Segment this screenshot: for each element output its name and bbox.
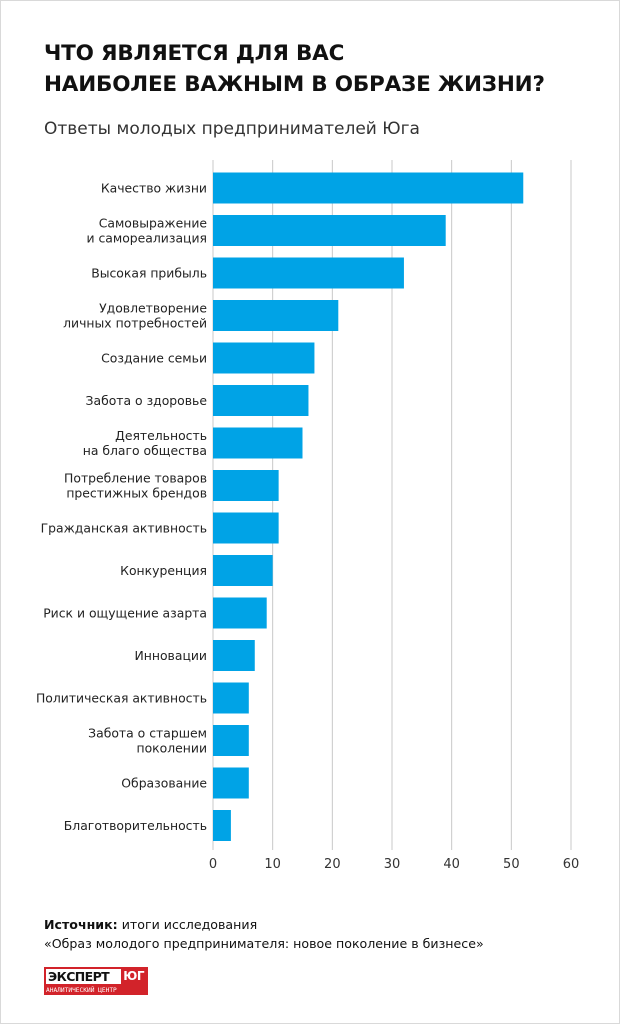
source-note: Источник: итоги исследования «Образ моло… — [44, 915, 604, 953]
bar-14 — [213, 767, 249, 799]
bar-7 — [213, 470, 279, 501]
category-label-9: Конкуренция — [120, 563, 207, 578]
category-label-13-line-0: Забота о старшем — [88, 726, 207, 741]
title-line-2: НАИБОЛЕЕ ВАЖНЫМ В ОБРАЗЕ ЖИЗНИ? — [44, 72, 545, 97]
category-label-14: Образование — [121, 776, 207, 791]
logo-top: ЭКСПЕРТ ЮГ — [44, 967, 148, 986]
bar-11 — [213, 640, 255, 671]
source-label: Источник: — [44, 917, 118, 932]
bar-chart: Качество жизни Самовыражение и самореализа… — [36, 160, 579, 872]
category-label-10-line-0: Риск и ощущение азарта — [43, 606, 207, 621]
bar-3 — [213, 300, 339, 331]
bar-15 — [213, 810, 231, 841]
category-label-3: Удовлетворение личных потребностей — [63, 301, 207, 331]
source-line-2: «Образ молодого предпринимателя: новое п… — [44, 936, 484, 951]
category-label-1-line-1: и самореализация — [86, 231, 207, 246]
category-label-15-line-0: Благотворительность — [64, 818, 207, 833]
category-label-15: Благотворительность — [64, 818, 207, 833]
category-label-5: Забота о здоровье — [86, 393, 207, 408]
logo-brand: ЭКСПЕРТ — [46, 969, 122, 984]
category-label-5-line-0: Забота о здоровье — [86, 393, 207, 408]
category-label-8-line-0: Гражданская активность — [41, 521, 207, 536]
logo-tagline: АНАЛИТИЧЕСКИЙ ЦЕНТР — [44, 986, 148, 995]
category-label-6: Деятельность на благо общества — [83, 428, 207, 458]
category-label-11-line-0: Инновации — [135, 648, 208, 663]
x-axis-ticks: 0 10 20 30 40 50 60 — [209, 857, 579, 872]
category-label-6-line-0: Деятельность — [115, 428, 207, 443]
bar-0 — [213, 172, 524, 204]
bars — [213, 172, 524, 841]
category-label-7: Потребление товаров престижных брендов — [64, 471, 207, 501]
logo-region: ЮГ — [121, 969, 146, 984]
category-label-2: Высокая прибыль — [91, 266, 207, 281]
bar-6 — [213, 427, 303, 459]
category-label-3-line-1: личных потребностей — [63, 316, 207, 331]
expert-yug-logo: ЭКСПЕРТ ЮГ АНАЛИТИЧЕСКИЙ ЦЕНТР — [44, 967, 148, 995]
bar-1 — [213, 215, 446, 246]
category-label-12-line-0: Политическая активность — [36, 691, 207, 706]
category-label-0: Качество жизни — [101, 181, 207, 196]
category-label-11: Инновации — [135, 648, 208, 663]
bar-2 — [213, 257, 404, 289]
category-label-14-line-0: Образование — [121, 776, 207, 791]
bar-4 — [213, 342, 315, 374]
source-line-1: итоги исследования — [121, 917, 258, 932]
category-label-1-line-0: Самовыражение — [99, 216, 207, 231]
x-tick-label-6: 60 — [563, 857, 580, 872]
page-title: ЧТО ЯВЛЯЕТСЯ ДЛЯ ВАС НАИБОЛЕЕ ВАЖНЫМ В О… — [44, 38, 604, 100]
category-label-0-line-0: Качество жизни — [101, 181, 207, 196]
category-label-4: Создание семьи — [101, 351, 207, 366]
category-label-13: Забота о старшем поколении — [88, 726, 207, 756]
category-label-7-line-0: Потребление товаров — [64, 471, 207, 486]
x-tick-label-2: 20 — [324, 857, 341, 872]
bar-8 — [213, 512, 279, 544]
category-label-7-line-1: престижных брендов — [66, 486, 207, 501]
bar-9 — [213, 555, 273, 586]
x-tick-label-4: 40 — [443, 857, 460, 872]
x-tick-label-3: 30 — [384, 857, 401, 872]
category-label-2-line-0: Высокая прибыль — [91, 266, 207, 281]
category-label-9-line-0: Конкуренция — [120, 563, 207, 578]
category-label-13-line-1: поколении — [137, 741, 208, 756]
category-label-6-line-1: на благо общества — [83, 443, 207, 458]
x-tick-label-1: 10 — [264, 857, 281, 872]
bar-5 — [213, 385, 309, 416]
category-label-10: Риск и ощущение азарта — [43, 606, 207, 621]
bar-10 — [213, 597, 267, 629]
category-labels: Качество жизни Самовыражение и самореализа… — [36, 181, 207, 834]
category-label-3-line-0: Удовлетворение — [99, 301, 207, 316]
x-tick-label-5: 50 — [503, 857, 520, 872]
bar-12 — [213, 682, 249, 714]
category-label-8: Гражданская активность — [41, 521, 207, 536]
category-label-1: Самовыражение и самореализация — [86, 216, 207, 246]
category-label-4-line-0: Создание семьи — [101, 351, 207, 366]
page-subtitle: Ответы молодых предпринимателей Юга — [44, 119, 420, 139]
bar-13 — [213, 725, 249, 756]
category-label-12: Политическая активность — [36, 691, 207, 706]
title-line-1: ЧТО ЯВЛЯЕТСЯ ДЛЯ ВАС — [44, 41, 345, 66]
x-tick-label-0: 0 — [209, 857, 217, 872]
